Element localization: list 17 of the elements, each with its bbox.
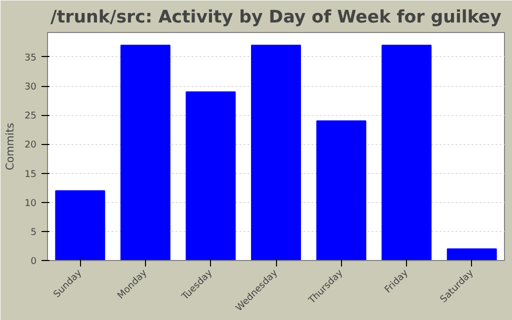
bar — [120, 44, 170, 260]
bar — [55, 190, 106, 260]
y-tick-label: 10 — [24, 198, 37, 209]
y-tick-label: 5 — [30, 226, 37, 238]
y-tick-label: 15 — [24, 168, 37, 180]
bar — [316, 120, 366, 260]
y-tick-label: 0 — [30, 256, 37, 267]
chart-title: /trunk/src: Activity by Day of Week for guilkey — [50, 8, 502, 28]
y-tick-label: 20 — [24, 140, 37, 151]
bar — [446, 248, 497, 260]
y-tick-label: 25 — [24, 110, 37, 122]
bar — [251, 44, 301, 260]
bar — [382, 44, 432, 260]
bar — [186, 91, 236, 260]
y-axis-title: Commits — [4, 122, 17, 170]
y-tick-label: 30 — [24, 82, 37, 93]
y-tick-label: 35 — [24, 52, 37, 64]
